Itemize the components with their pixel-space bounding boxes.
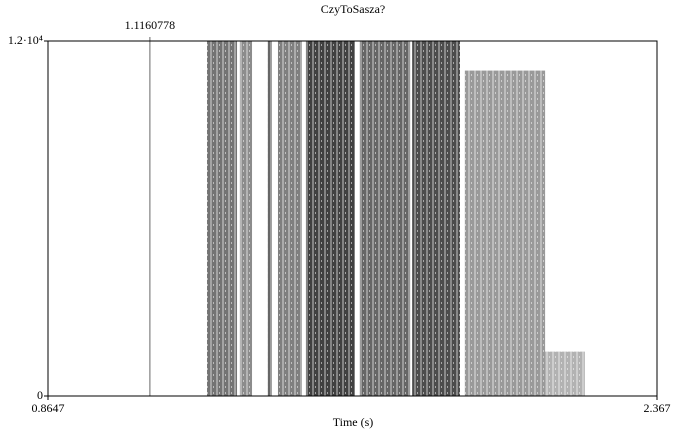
- band-texture: [277, 41, 302, 396]
- band-texture: [464, 70, 546, 396]
- x-tick-label: 0.8647: [32, 401, 65, 415]
- band-texture: [305, 41, 355, 396]
- y-tick-label: 0: [37, 388, 43, 402]
- band-texture: [207, 41, 238, 396]
- band-texture: [267, 41, 272, 396]
- chart-title: CzyToSasza?: [321, 2, 385, 16]
- band-texture: [359, 41, 411, 396]
- band-texture: [545, 351, 585, 396]
- x-axis-label: Time (s): [333, 415, 374, 429]
- x-tick-label: 2.367: [644, 401, 671, 415]
- band-texture: [239, 41, 253, 396]
- plot: [149, 37, 585, 396]
- plot-frame: [47, 40, 658, 397]
- band-texture: [412, 41, 460, 396]
- y-tick-label: 1.2·10⁴: [8, 33, 43, 47]
- cursor-label: 1.1160778: [125, 18, 176, 32]
